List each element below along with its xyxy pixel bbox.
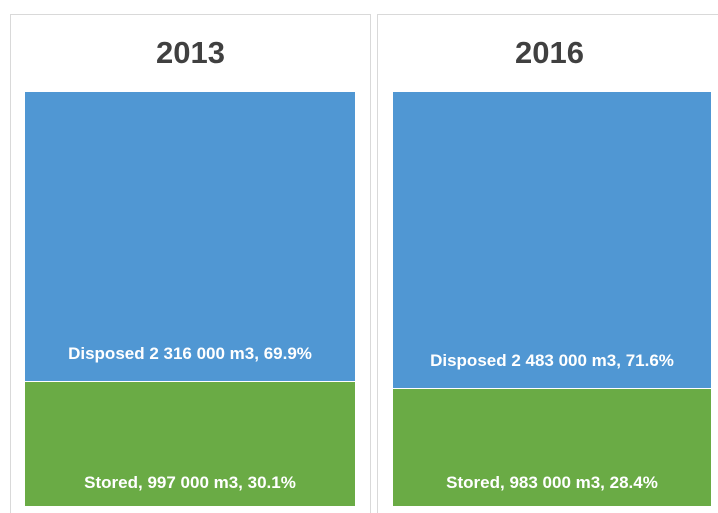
bar-segment: Disposed 2 316 000 m3, 69.9%	[25, 92, 355, 382]
chart-panel: 2016 Stored, 983 000 m3, 28.4% Disposed 2 …	[377, 14, 718, 513]
data-label: Stored, 997 000 m3, 30.1%	[84, 472, 296, 492]
chart-title: 2016	[515, 35, 584, 70]
data-label: Disposed 2 483 000 m3, 71.6%	[430, 351, 674, 371]
data-label: Stored, 983 000 m3, 28.4%	[446, 472, 658, 492]
bar-segment: Stored, 997 000 m3, 30.1%	[25, 381, 355, 506]
chart-panel: 2013 Stored, 997 000 m3, 30.1% Disposed 2 …	[10, 14, 371, 513]
bar-segment: Disposed 2 483 000 m3, 71.6%	[393, 92, 711, 389]
chart-title: 2013	[156, 35, 225, 70]
bar-segment: Stored, 983 000 m3, 28.4%	[393, 388, 711, 506]
data-label: Disposed 2 316 000 m3, 69.9%	[68, 344, 312, 364]
